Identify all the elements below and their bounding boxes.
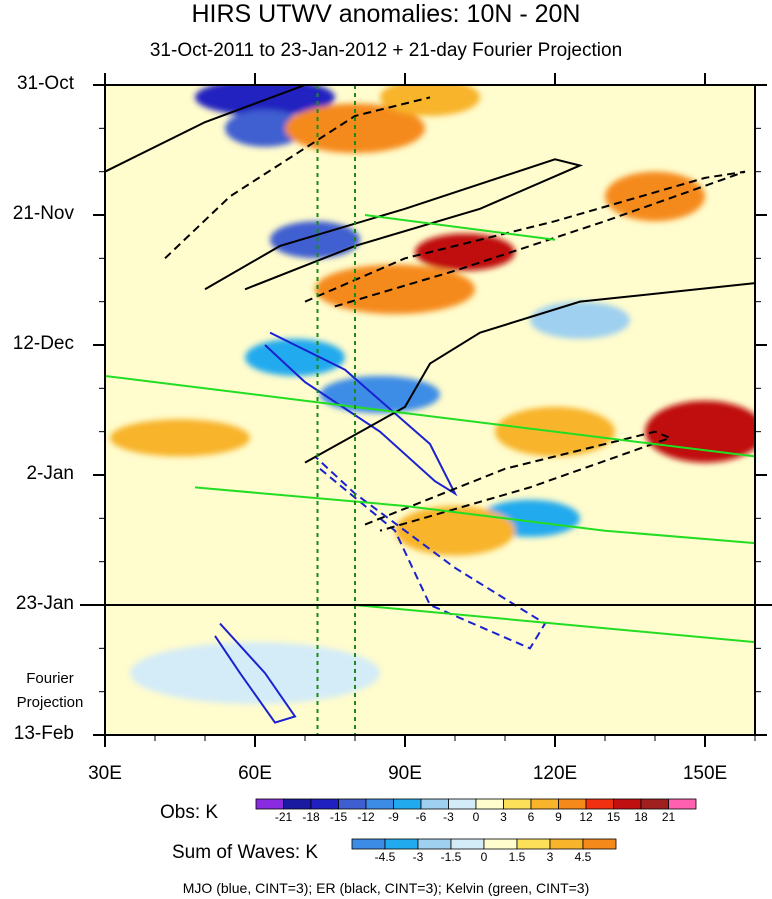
anomaly-blob-9 [645,400,755,463]
obs-colorbar-swatch-2 [310,798,339,810]
waves-colorbar-swatch-4 [483,838,518,850]
obs-colorbar-level-7: 0 [472,810,480,824]
anomaly-blob-1 [225,109,305,147]
waves-colorbar-swatch-3 [450,838,485,850]
obs-colorbar-level-13: 18 [634,810,648,824]
kelvin-contour-11 [364,214,556,241]
kelvin-contour-12 [354,604,755,644]
obs-colorbar-swatch-8 [475,798,504,810]
anomaly-blob-8 [320,375,440,414]
waves-colorbar-level-1: -3 [412,850,424,864]
obs-colorbar-level-11: 12 [579,810,593,824]
obs-colorbar-swatch-14 [640,798,669,810]
x-tick-label-0: 30E [88,763,122,784]
y-tick-label-2: 12-Dec [12,333,74,354]
kelvin-contour-9 [105,374,755,458]
obs-colorbar-swatch-9 [503,798,532,810]
obs-colorbar-level-4: -9 [388,810,399,824]
obs-colorbar-swatch-0 [255,798,284,810]
obs-colorbar-level-3: -12 [357,810,375,824]
mjo-contour-0 [314,455,547,650]
x-tick-label-2: 90E [388,763,422,784]
obs-colorbar-level-10: 9 [555,810,562,824]
anomaly-blob-14 [605,171,705,222]
waves-colorbar-level-4: 1.5 [508,850,526,864]
x-tick-label-3: 120E [532,763,578,784]
plot-frame [104,84,756,736]
obs-colorbar-level-9: 6 [527,810,535,824]
chart-subtitle: 31-Oct-2011 to 23-Jan-2012 + 21-day Four… [149,40,623,61]
er-contour-8 [364,430,673,532]
waves-colorbar-swatch-6 [549,838,584,850]
obs-colorbar-swatch-5 [393,798,422,810]
obs-colorbar-swatch-13 [613,798,642,810]
anomaly-blob-3 [380,85,480,116]
er-contour-5 [304,282,755,464]
er-contour-3 [105,85,306,173]
obs-colorbar-swatch-3 [338,798,367,810]
waves-colorbar-swatch-1 [384,838,419,850]
anomaly-blob-13 [395,505,515,556]
waves-colorbar-label: Sum of Waves: K [172,842,319,863]
obs-colorbar-swatch-15 [668,798,697,810]
wave-legend-footer: MJO (blue, CINT=3); ER (black, CINT=3); … [182,880,590,896]
anomaly-blob-10 [110,419,250,457]
obs-colorbar-swatch-6 [420,798,449,810]
mjo-contour-2 [214,622,297,724]
y-tick-label-4: 23-Jan [15,593,74,614]
waves-colorbar-level-5: 3 [546,850,554,864]
obs-colorbar-level-8: 3 [500,810,507,824]
obs-colorbar-swatch-10 [530,798,559,810]
waves-colorbar-swatch-5 [516,838,551,850]
projection-label-line2: Projection [16,694,84,711]
waves-colorbar-swatch-0 [351,838,386,850]
y-tick-label-5: 13-Feb [13,723,74,744]
x-tick-label-1: 60E [238,763,272,784]
er-contour-7 [304,170,746,309]
y-tick-label-3: 2-Jan [26,463,74,484]
obs-colorbar-swatch-7 [448,798,477,810]
anomaly-blob-4 [270,221,360,259]
waves-colorbar-level-6: 4.5 [574,850,592,864]
obs-colorbar-level-2: -15 [329,810,348,824]
x-tick-label-4: 150E [682,763,728,784]
obs-colorbar-level-6: -3 [443,810,454,824]
kelvin-contour-10 [194,486,755,545]
y-tick-label-1: 21-Nov [12,203,74,224]
chart-title: HIRS UTWV anomalies: 10N - 20N [191,0,581,28]
waves-colorbar-level-3: 0 [480,850,488,864]
projection-label-line1: Fourier [26,670,74,687]
obs-colorbar-swatch-11 [558,798,587,810]
waves-colorbar-level-0: -4.5 [374,850,396,864]
waves-colorbar-level-2: -1.5 [440,850,462,864]
y-tick-label-0: 31-Oct [16,73,74,94]
obs-colorbar-swatch-4 [365,798,394,810]
obs-colorbar-level-1: -18 [302,810,320,824]
obs-colorbar-label: Obs: K [160,802,219,823]
waves-colorbar-swatch-2 [417,838,452,850]
obs-colorbar-swatch-1 [283,798,312,810]
er-contour-6 [164,96,431,260]
obs-colorbar-level-0: -21 [274,810,293,824]
anomaly-blob-15 [530,301,630,339]
obs-colorbar-swatch-12 [585,798,614,810]
obs-colorbar-level-12: 15 [606,810,621,824]
obs-colorbar-level-5: -6 [415,810,427,824]
obs-colorbar-level-14: 21 [661,810,676,824]
anomaly-blob-7 [245,338,345,376]
waves-colorbar-swatch-7 [582,838,617,850]
er-contour-4 [204,158,584,291]
anomaly-blob-5 [415,233,515,271]
